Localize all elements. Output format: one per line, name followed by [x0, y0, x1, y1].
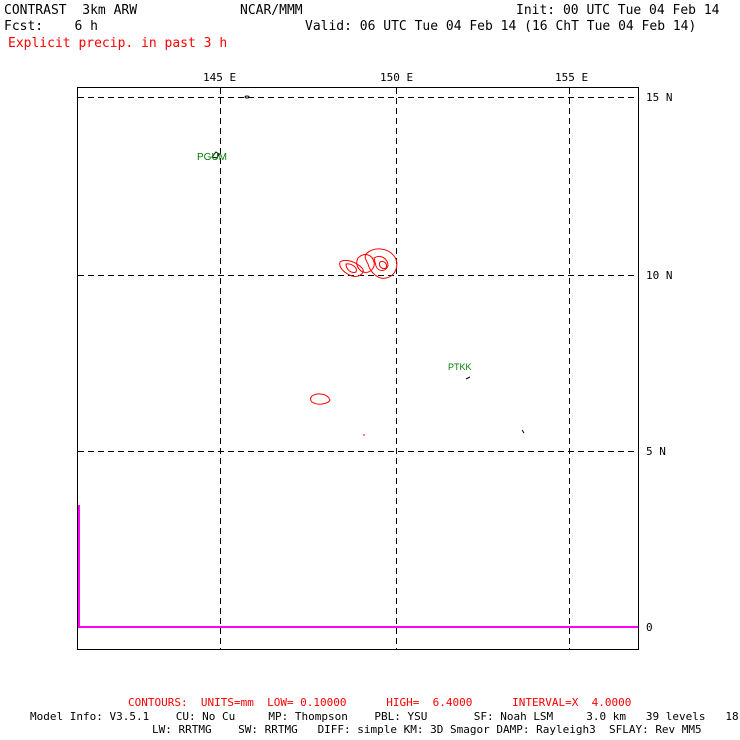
precip-cell-5 — [373, 255, 389, 271]
map-frame — [77, 87, 639, 650]
lat-label-10: 10 N — [646, 269, 673, 282]
lon-label-145: 145 E — [203, 71, 237, 84]
island-east — [521, 429, 525, 434]
island-north — [244, 95, 250, 99]
contour-info: CONTOURS: UNITS=mm LOW= 0.10000 HIGH= 6.… — [128, 696, 632, 709]
lat-label-5: 5 N — [646, 445, 666, 458]
precip-cell-2 — [345, 263, 357, 273]
precip-cell-4 — [364, 248, 398, 279]
precip-cell-1 — [339, 259, 364, 277]
station-pgum: PGUM — [197, 152, 227, 163]
precip-cell-6 — [379, 261, 387, 269]
model-info-line-1: Model Info: V3.5.1 CU: No Cu MP: Thompso… — [30, 710, 740, 723]
graticule — [78, 88, 638, 649]
lon-label-150: 150 E — [380, 71, 414, 84]
lat-label-15: 15 N — [646, 91, 673, 104]
station-ptkk: PTKK — [448, 362, 472, 372]
model-title: CONTRAST 3km ARW — [4, 3, 138, 18]
forecast-hour: Fcst: 6 h — [4, 19, 98, 34]
island-chuuk — [465, 376, 471, 380]
model-info-line-2: LW: RRTMG SW: RRTMG DIFF: simple KM: 3D … — [152, 723, 702, 736]
timeseries-trace — [78, 505, 638, 628]
organization-label: NCAR/MMM — [240, 3, 303, 18]
island-guam — [211, 151, 220, 159]
init-time: Init: 00 UTC Tue 04 Feb 14 — [516, 3, 720, 18]
coastlines — [211, 95, 525, 434]
lon-label-155: 155 E — [555, 71, 589, 84]
precip-cell-3 — [356, 254, 375, 273]
timeseries-line — [78, 505, 638, 628]
zero-label: 0 — [646, 621, 653, 634]
precip-contours — [310, 248, 398, 436]
precip-cell-7 — [310, 393, 331, 405]
field-title: Explicit precip. in past 3 h — [8, 36, 228, 51]
valid-time: Valid: 06 UTC Tue 04 Feb 14 (16 ChT Tue … — [305, 19, 697, 34]
